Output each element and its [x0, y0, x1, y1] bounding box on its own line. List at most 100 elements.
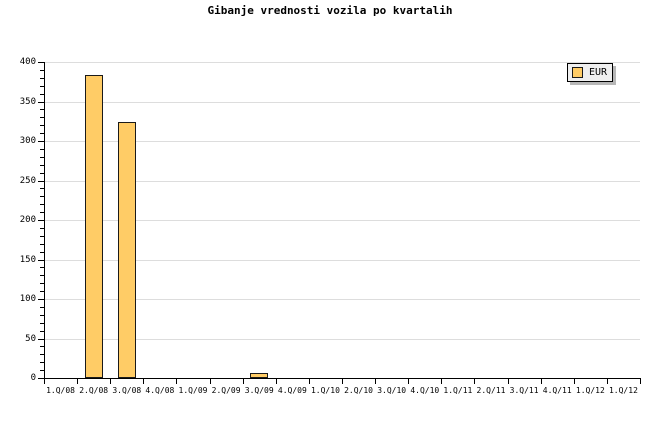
- y-axis-minor-tick: [40, 69, 44, 71]
- y-axis-minor-tick: [40, 314, 44, 316]
- y-axis-minor-tick: [40, 330, 44, 332]
- bar[interactable]: [118, 122, 136, 378]
- x-axis-tick: [176, 379, 177, 384]
- y-axis-tick: [38, 378, 44, 379]
- gridline: [44, 338, 640, 340]
- y-axis-minor-tick: [40, 156, 44, 158]
- y-axis-tick-label: 100: [19, 294, 36, 304]
- plot-area: [44, 62, 640, 378]
- y-axis-tick-label: 50: [25, 333, 36, 344]
- x-axis-tick: [441, 379, 442, 384]
- y-axis-tick-label: 250: [19, 175, 36, 186]
- x-axis-tick: [574, 379, 575, 384]
- gridline: [44, 299, 640, 300]
- y-axis-minor-tick: [40, 370, 44, 372]
- y-axis-minor-tick: [40, 133, 44, 135]
- x-axis-tick: [640, 379, 641, 384]
- bar[interactable]: [250, 373, 268, 378]
- x-axis-tick: [607, 379, 608, 384]
- x-axis-tick-label: 2.Q/08: [79, 386, 109, 395]
- y-axis-minor-tick: [40, 283, 44, 285]
- x-axis-tick: [210, 379, 211, 384]
- x-axis-tick-label: 4.Q/09: [277, 386, 307, 395]
- y-axis-minor-tick: [40, 93, 44, 95]
- y-axis-minor-tick: [40, 188, 44, 190]
- y-axis-minor-tick: [40, 235, 44, 237]
- gridline: [44, 62, 640, 63]
- y-axis-minor-tick: [40, 354, 44, 356]
- x-axis-tick: [143, 379, 144, 384]
- x-axis-tick: [541, 379, 542, 384]
- y-axis-tick: [38, 299, 44, 300]
- x-axis-tick-label: 1.Q/12: [608, 386, 638, 395]
- x-axis-tick-label: 4.Q/10: [410, 386, 440, 395]
- legend-label-eur: EUR: [589, 67, 608, 78]
- x-axis-line: [44, 378, 641, 379]
- y-axis-tick: [38, 141, 44, 142]
- x-axis-tick: [375, 379, 376, 384]
- y-axis-labels: 0 50 100 150 200 250 300 350 400: [0, 0, 36, 440]
- y-axis-minor-tick: [40, 204, 44, 206]
- x-axis-tick-label: 4.Q/08: [145, 386, 175, 395]
- y-axis-minor-tick: [40, 164, 44, 166]
- chart-legend[interactable]: EUR: [567, 63, 614, 82]
- y-axis-tick: [38, 220, 44, 221]
- gridline: [44, 141, 640, 142]
- x-axis-tick-label: 3.Q/10: [377, 386, 407, 395]
- y-axis-minor-tick: [40, 227, 44, 229]
- x-axis-tick-label: 1.Q/12: [575, 386, 605, 395]
- x-axis-tick-label: 4.Q/11: [542, 386, 572, 395]
- y-axis-minor-tick: [40, 196, 44, 198]
- y-axis-minor-tick: [40, 77, 44, 79]
- x-axis-tick-label: 2.Q/11: [476, 386, 506, 395]
- y-axis-minor-tick: [40, 267, 44, 269]
- y-axis-minor-tick: [40, 251, 44, 253]
- y-axis-tick-label: 0: [30, 373, 36, 383]
- x-axis-tick-label: 1.Q/08: [46, 386, 75, 395]
- x-axis-tick: [309, 379, 310, 384]
- x-axis-tick: [77, 379, 78, 384]
- x-axis-tick-label: 2.Q/09: [211, 386, 241, 395]
- bar[interactable]: [85, 75, 103, 378]
- y-axis-tick-label: 150: [19, 254, 36, 265]
- y-axis-minor-tick: [40, 306, 44, 308]
- x-axis-tick: [44, 379, 45, 384]
- y-axis-tick: [38, 259, 44, 261]
- x-axis-tick-label: 3.Q/08: [112, 386, 142, 395]
- y-axis-minor-tick: [40, 212, 44, 214]
- y-axis-minor-tick: [40, 148, 44, 150]
- x-axis-tick: [110, 379, 111, 384]
- x-axis-tick: [342, 379, 343, 384]
- y-axis-tick: [38, 180, 44, 182]
- gridline: [44, 220, 640, 221]
- gridline: [44, 101, 640, 103]
- y-axis-minor-tick: [40, 322, 44, 324]
- x-axis-tick-label: 3.Q/11: [509, 386, 539, 395]
- y-axis-tick-label: 400: [19, 57, 36, 67]
- y-axis-minor-tick: [40, 109, 44, 111]
- y-axis-minor-tick: [40, 125, 44, 127]
- y-axis-tick-label: 350: [19, 96, 36, 107]
- y-axis-minor-tick: [40, 346, 44, 348]
- y-axis-tick-label: 200: [19, 215, 36, 225]
- y-axis-line: [44, 62, 45, 379]
- y-axis-tick: [38, 338, 44, 340]
- x-axis-tick-label: 2.Q/10: [344, 386, 373, 395]
- y-axis-minor-tick: [40, 291, 44, 293]
- y-axis-tick: [38, 101, 44, 103]
- gridline: [44, 259, 640, 261]
- legend-color-swatch-eur: [572, 67, 583, 78]
- y-axis-minor-tick: [40, 362, 44, 364]
- y-axis-tick: [38, 62, 44, 63]
- chart-title: Gibanje vrednosti vozila po kvartalih: [207, 4, 453, 17]
- x-axis-tick: [408, 379, 409, 384]
- y-axis-tick-label: 300: [19, 136, 36, 146]
- gridline: [44, 180, 640, 182]
- x-axis-tick: [508, 379, 509, 384]
- x-axis-tick: [276, 379, 277, 384]
- y-axis-minor-tick: [40, 172, 44, 174]
- x-axis-tick-label: 1.Q/10: [310, 386, 340, 395]
- y-axis-minor-tick: [40, 85, 44, 87]
- x-axis-tick-label: 1.Q/11: [443, 386, 473, 395]
